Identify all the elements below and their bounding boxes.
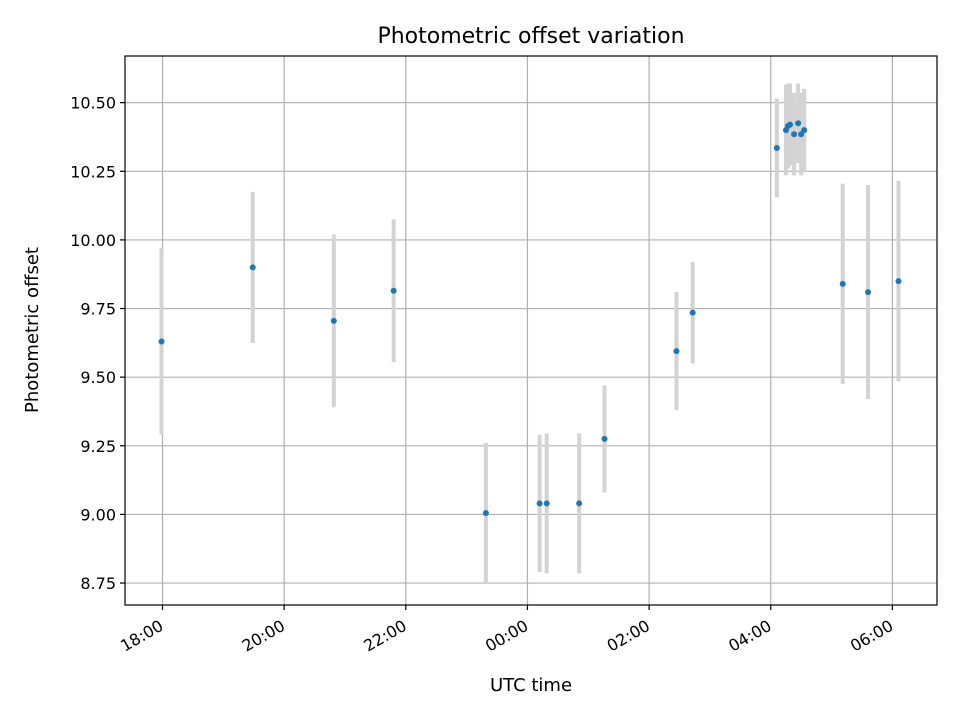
y-tick-label: 9.00 (80, 505, 116, 524)
data-point (330, 317, 337, 324)
data-point (839, 280, 846, 287)
data-point (865, 289, 872, 296)
y-tick-label: 10.25 (70, 162, 116, 181)
data-point (543, 500, 550, 507)
data-point (536, 500, 543, 507)
y-tick-label: 10.00 (70, 231, 116, 250)
y-tick-label: 8.75 (80, 574, 116, 593)
data-point (673, 348, 680, 355)
y-tick-label: 9.50 (80, 368, 116, 387)
data-point (601, 435, 608, 442)
data-point (795, 120, 802, 127)
data-points (158, 120, 902, 517)
x-axis-label: UTC time (490, 675, 572, 696)
y-tick-label: 9.25 (80, 437, 116, 456)
data-point (787, 121, 794, 128)
data-point (689, 309, 696, 316)
data-point (158, 338, 165, 345)
y-axis-label: Photometric offset (22, 247, 43, 413)
data-point (798, 131, 805, 138)
data-point (773, 144, 780, 151)
data-point (249, 264, 256, 271)
data-point (576, 500, 583, 507)
y-tick-label: 9.75 (80, 300, 116, 319)
data-point (801, 127, 808, 134)
data-point (390, 287, 397, 294)
y-tick-label: 10.50 (70, 94, 116, 113)
data-point (482, 510, 489, 517)
data-point (895, 278, 902, 285)
data-point (791, 131, 798, 138)
chart-title: Photometric offset variation (377, 24, 684, 49)
plot-frame (124, 55, 938, 606)
